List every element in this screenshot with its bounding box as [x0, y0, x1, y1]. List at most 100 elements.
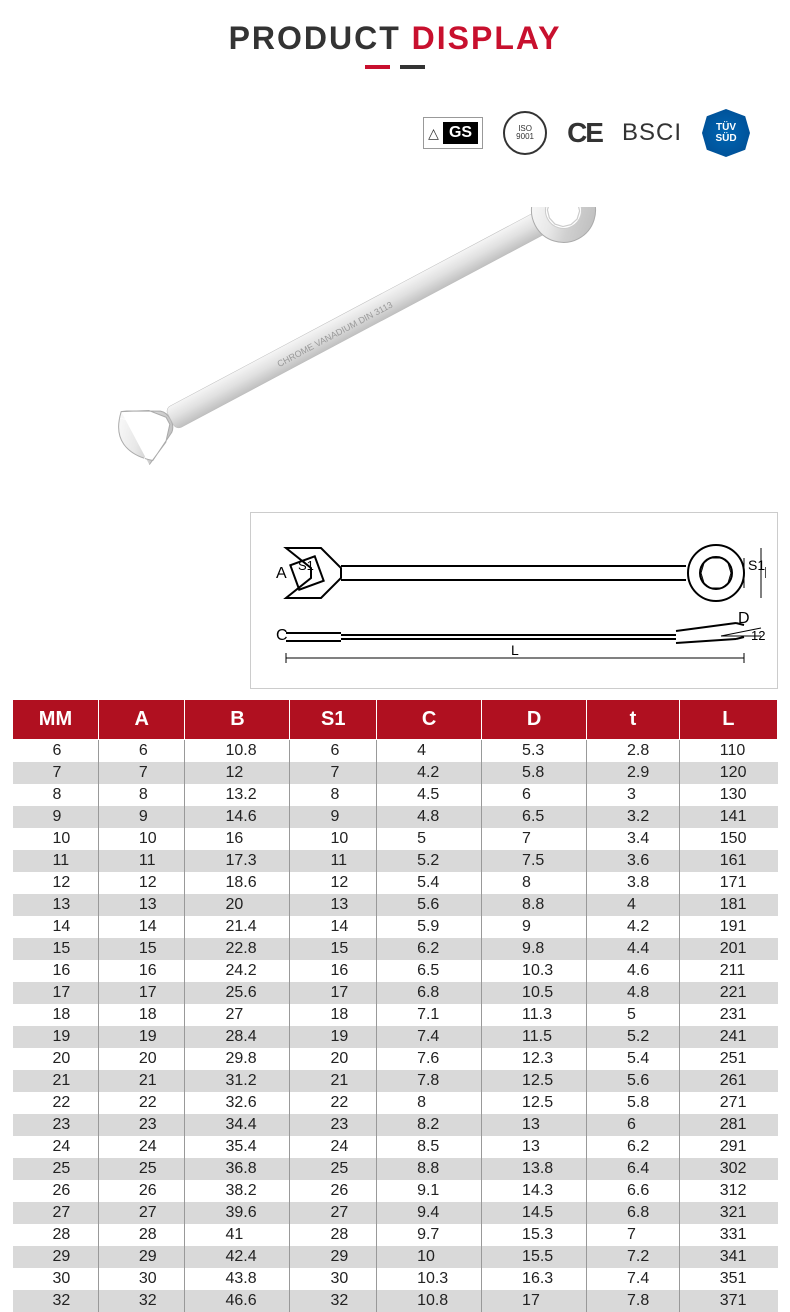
table-cell: 20: [290, 1048, 377, 1070]
table-cell: 6.4: [587, 1158, 680, 1180]
table-cell: 20: [98, 1048, 185, 1070]
table-cell: 5.6: [377, 894, 482, 916]
table-cell: 6: [587, 1114, 680, 1136]
table-row: 131320135.68.84181: [13, 894, 778, 916]
tuv-bot: SÜD: [715, 133, 736, 144]
table-cell: 30: [98, 1268, 185, 1290]
table-cell: 19: [13, 1026, 99, 1048]
table-cell: 16: [13, 960, 99, 982]
table-cell: 32.6: [185, 1092, 290, 1114]
table-cell: 110: [679, 740, 777, 763]
table-cell: 2.8: [587, 740, 680, 763]
table-cell: 6: [482, 784, 587, 806]
table-cell: 7: [98, 762, 185, 784]
table-cell: 141: [679, 806, 777, 828]
table-cell: 4.8: [377, 806, 482, 828]
table-cell: 27: [290, 1202, 377, 1224]
table-cell: 5.4: [377, 872, 482, 894]
table-cell: 16.3: [482, 1268, 587, 1290]
table-cell: 341: [679, 1246, 777, 1268]
triangle-icon: △: [428, 125, 439, 142]
table-row: 171725.6176.810.54.8221: [13, 982, 778, 1004]
table-cell: 32: [98, 1290, 185, 1312]
table-header-cell: A: [98, 700, 185, 740]
table-cell: 130: [679, 784, 777, 806]
table-cell: 21: [13, 1070, 99, 1092]
table-cell: 27: [185, 1004, 290, 1026]
table-cell: 312: [679, 1180, 777, 1202]
table-cell: 221: [679, 982, 777, 1004]
table-cell: 8: [98, 784, 185, 806]
product-photo: CHROME VANADIUM DIN 3113: [0, 177, 790, 502]
table-cell: 3.4: [587, 828, 680, 850]
table-cell: 30: [290, 1268, 377, 1290]
table-cell: 35.4: [185, 1136, 290, 1158]
table-cell: 191: [679, 916, 777, 938]
table-cell: 302: [679, 1158, 777, 1180]
table-cell: 150: [679, 828, 777, 850]
gs-label: GS: [443, 122, 478, 144]
table-cell: 12: [185, 762, 290, 784]
table-cell: 5.8: [587, 1092, 680, 1114]
table-cell: 9.8: [482, 938, 587, 960]
table-cell: 17: [13, 982, 99, 1004]
table-cell: 10.3: [482, 960, 587, 982]
table-cell: 12.5: [482, 1092, 587, 1114]
table-cell: 5.6: [587, 1070, 680, 1092]
table-cell: 6.2: [587, 1136, 680, 1158]
title-word2: DISPLAY: [412, 20, 562, 56]
table-cell: 7.8: [587, 1290, 680, 1312]
table-cell: 8.8: [482, 894, 587, 916]
table-cell: 16: [98, 960, 185, 982]
table-row: 6610.8645.32.8110: [13, 740, 778, 763]
table-cell: 32: [13, 1290, 99, 1312]
label-D: D: [738, 610, 750, 627]
table-cell: 28: [290, 1224, 377, 1246]
page-header: PRODUCT DISPLAY: [0, 0, 790, 79]
table-cell: 42.4: [185, 1246, 290, 1268]
spec-table: MMABS1CDtL 6610.8645.32.8110771274.25.82…: [12, 699, 778, 1312]
label-B: B: [764, 565, 766, 582]
table-cell: 14: [13, 916, 99, 938]
table-row: 771274.25.82.9120: [13, 762, 778, 784]
table-cell: 281: [679, 1114, 777, 1136]
table-cell: 7.1: [377, 1004, 482, 1026]
table-row: 8813.284.563130: [13, 784, 778, 806]
table-cell: 6: [13, 740, 99, 763]
spec-table-body: 6610.8645.32.8110771274.25.82.91208813.2…: [13, 740, 778, 1312]
table-cell: 7.4: [587, 1268, 680, 1290]
iso-mid: 9001: [516, 133, 534, 141]
cert-iso-icon: ISO 9001: [503, 111, 547, 155]
table-cell: 10.8: [185, 740, 290, 763]
table-row: 161624.2166.510.34.6211: [13, 960, 778, 982]
table-cell: 7.4: [377, 1026, 482, 1048]
table-cell: 8.8: [377, 1158, 482, 1180]
table-cell: 8: [377, 1092, 482, 1114]
table-header-cell: L: [679, 700, 777, 740]
label-S1b: S1: [748, 557, 765, 573]
table-row: 202029.8207.612.35.4251: [13, 1048, 778, 1070]
table-cell: 120: [679, 762, 777, 784]
table-cell: 20: [13, 1048, 99, 1070]
table-cell: 261: [679, 1070, 777, 1092]
table-row: 191928.4197.411.55.2241: [13, 1026, 778, 1048]
table-cell: 25: [13, 1158, 99, 1180]
table-cell: 25: [290, 1158, 377, 1180]
table-cell: 24.2: [185, 960, 290, 982]
table-header-cell: C: [377, 700, 482, 740]
table-cell: 29.8: [185, 1048, 290, 1070]
table-cell: 4.2: [587, 916, 680, 938]
certification-badges: △ GS ISO 9001 CE BSCI TÜV SÜD: [0, 79, 790, 177]
table-cell: 3.2: [587, 806, 680, 828]
table-cell: 8: [13, 784, 99, 806]
table-cell: 7.2: [587, 1246, 680, 1268]
table-cell: 9.4: [377, 1202, 482, 1224]
cert-gs-icon: △ GS: [423, 117, 483, 149]
table-cell: 27: [13, 1202, 99, 1224]
table-cell: 271: [679, 1092, 777, 1114]
table-row: 272739.6279.414.56.8321: [13, 1202, 778, 1224]
table-cell: 18: [13, 1004, 99, 1026]
spec-table-head: MMABS1CDtL: [13, 700, 778, 740]
table-cell: 241: [679, 1026, 777, 1048]
table-cell: 10.5: [482, 982, 587, 1004]
